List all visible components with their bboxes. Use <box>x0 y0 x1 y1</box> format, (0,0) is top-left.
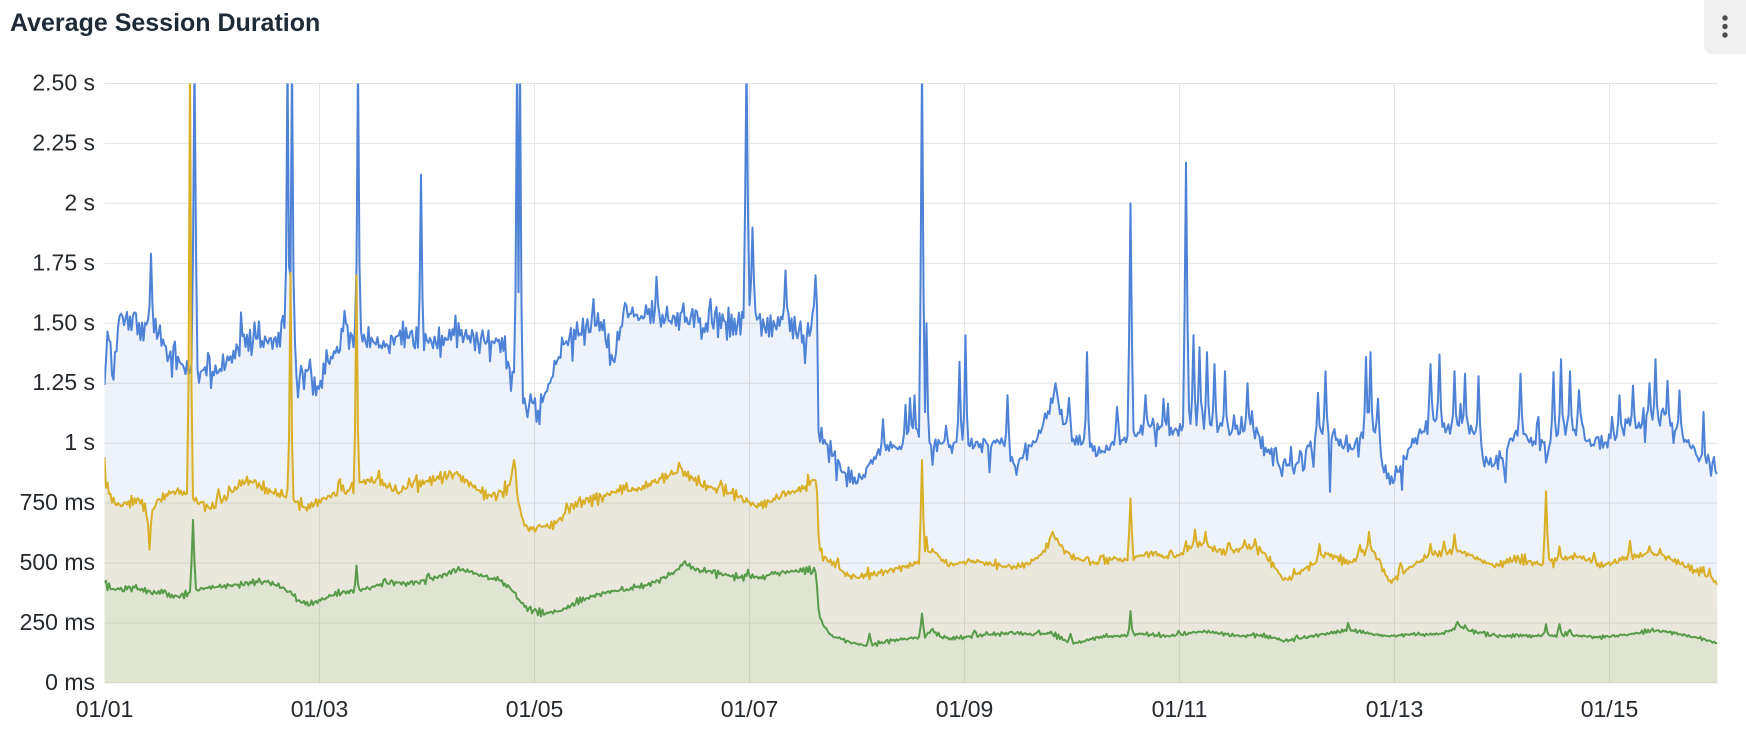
svg-text:01/13: 01/13 <box>1366 696 1424 722</box>
svg-text:01/01: 01/01 <box>76 696 134 722</box>
svg-text:2 s: 2 s <box>64 189 95 215</box>
svg-text:1.50 s: 1.50 s <box>32 309 95 335</box>
svg-text:2.25 s: 2.25 s <box>32 129 95 155</box>
svg-text:01/15: 01/15 <box>1581 696 1639 722</box>
svg-text:750 ms: 750 ms <box>20 489 95 515</box>
svg-text:2.50 s: 2.50 s <box>32 70 95 96</box>
svg-text:01/07: 01/07 <box>721 696 779 722</box>
svg-text:1 s: 1 s <box>64 429 95 455</box>
svg-text:0 ms: 0 ms <box>45 669 95 695</box>
svg-text:1.25 s: 1.25 s <box>32 369 95 395</box>
svg-text:01/03: 01/03 <box>291 696 349 722</box>
svg-text:1.75 s: 1.75 s <box>32 249 95 275</box>
svg-text:01/09: 01/09 <box>936 696 994 722</box>
svg-text:500 ms: 500 ms <box>20 549 95 575</box>
svg-text:01/11: 01/11 <box>1152 696 1208 722</box>
svg-text:250 ms: 250 ms <box>20 609 95 635</box>
svg-text:01/05: 01/05 <box>506 696 564 722</box>
